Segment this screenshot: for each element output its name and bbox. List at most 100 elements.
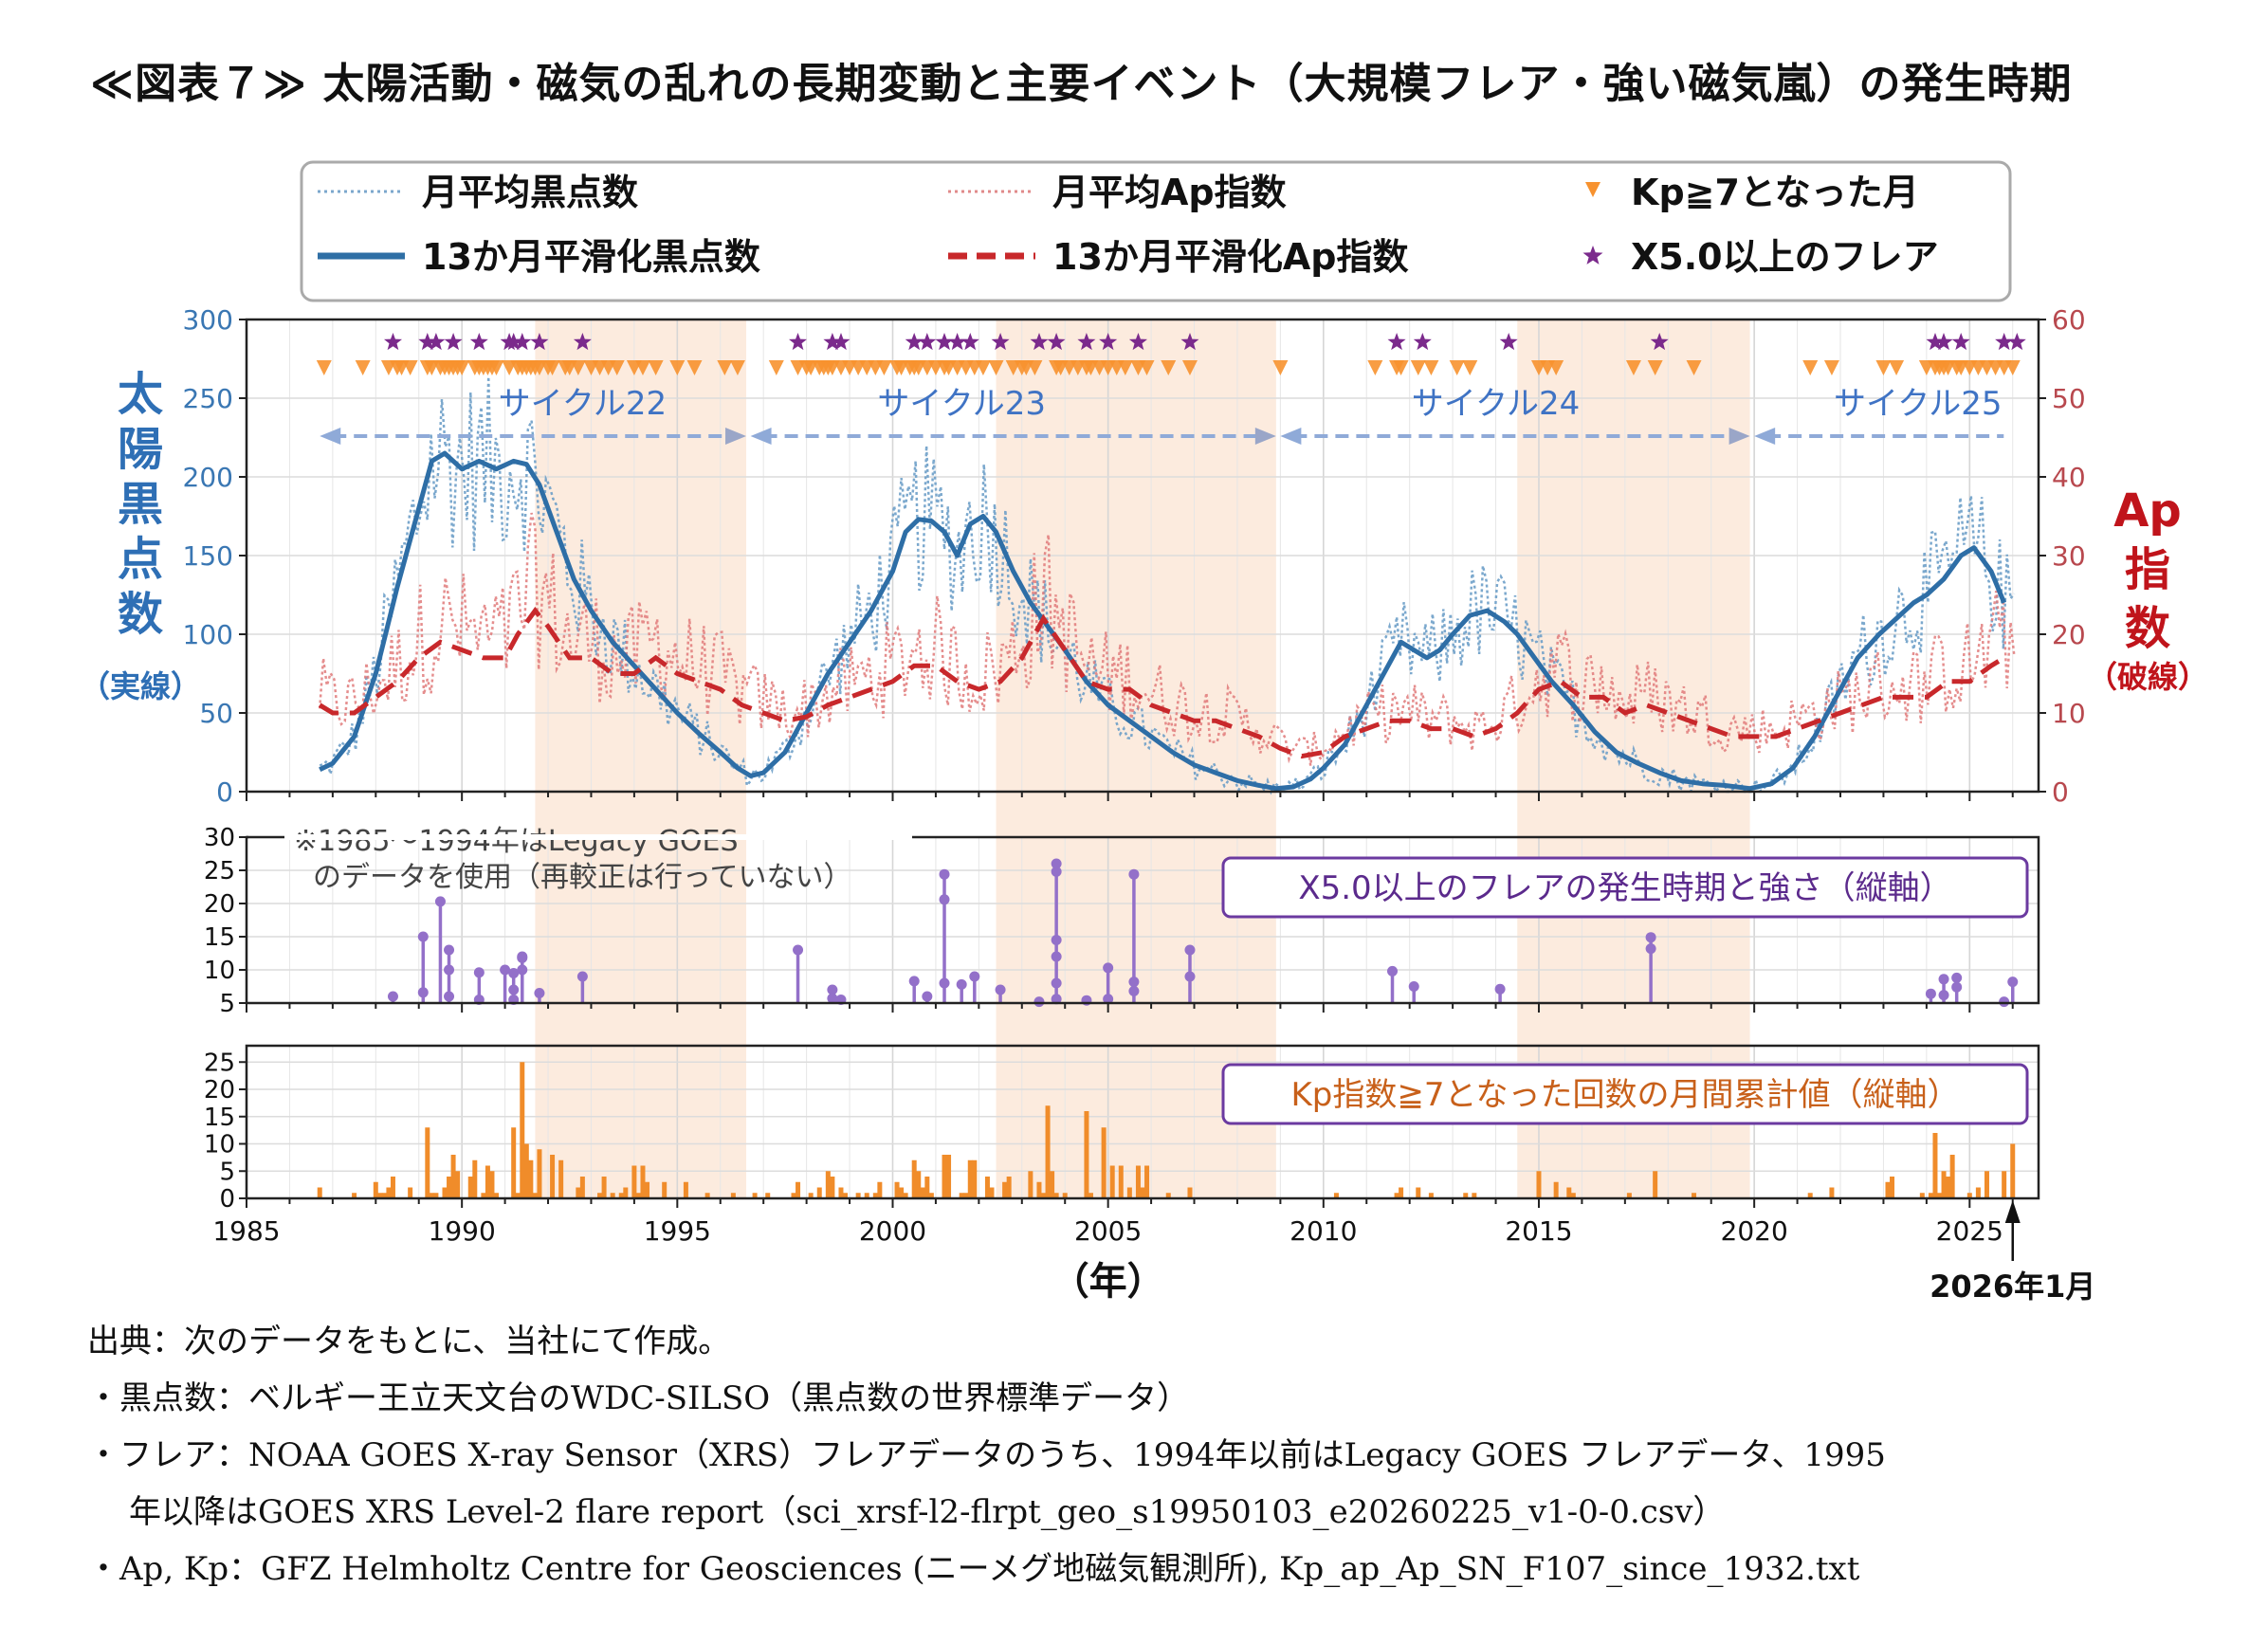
- kp-bar: [1045, 1105, 1051, 1198]
- x5-flare-marker: [1951, 333, 1970, 351]
- kp-bar: [838, 1187, 844, 1198]
- flare-y-tick-label: 10: [204, 957, 235, 985]
- kp-bar: [2002, 1171, 2007, 1198]
- kp-y-tick-label: 5: [219, 1158, 235, 1186]
- kp-y-tick-label: 20: [204, 1076, 235, 1104]
- legend-label: 月平均Ap指数: [1052, 172, 1287, 213]
- kp-bar: [946, 1155, 952, 1198]
- kp-bar: [1984, 1171, 1989, 1198]
- kp7-marker: [1686, 360, 1702, 375]
- kp-bar: [1126, 1187, 1132, 1198]
- kp-y-tick-label: 10: [204, 1131, 235, 1159]
- kp7-marker: [1449, 360, 1465, 375]
- kp-bar: [1975, 1187, 1981, 1198]
- kp-bar: [455, 1171, 461, 1198]
- right-axis-subtitle: （破線）: [2087, 659, 2208, 695]
- kp-bar: [1053, 1193, 1059, 1198]
- kp-panel: Kp指数≧7となった回数の月間累計値（縦軸）: [317, 1062, 2029, 1198]
- kp-bar: [1036, 1181, 1042, 1198]
- kp7-marker: [1802, 360, 1819, 375]
- kp-bar: [1101, 1127, 1107, 1198]
- kp7-marker: [1161, 360, 1177, 375]
- y-tick-label-left: 100: [183, 619, 233, 650]
- flare-y-tick-label: 30: [204, 824, 235, 852]
- kp-bar: [972, 1159, 978, 1198]
- flare-note-line-1: ※1985～1994年はLegacy GOES: [294, 825, 739, 858]
- cycle-label: サイクル22: [499, 385, 668, 423]
- left-axis-title-char: 陽: [118, 423, 163, 476]
- smoothed-ap-line: [318, 607, 2005, 759]
- flare-panel-title: X5.0以上のフレアの発生時期と強さ（縦軸）: [1298, 869, 1951, 907]
- kp-bar: [1653, 1171, 1658, 1198]
- x5-flare-marker: [1030, 333, 1049, 351]
- x5-flare-marker: [1128, 333, 1147, 351]
- source-notes: 出典：次のデータをもとに、当社にて作成。 ・黒点数：ベルギー王立天文台のWDC-…: [87, 1313, 1886, 1597]
- x5-flare-marker: [991, 333, 1010, 351]
- flare-point: [517, 964, 528, 976]
- kp-bar: [1088, 1193, 1093, 1198]
- x5-flare-marker: [418, 333, 437, 351]
- kp-bar: [381, 1193, 387, 1198]
- kp-bar: [877, 1181, 883, 1198]
- kp-bar: [864, 1193, 869, 1198]
- kp-bar: [1566, 1187, 1572, 1198]
- flare-point: [2007, 977, 2019, 988]
- source-item: ・フレア：NOAA GOES X-ray Sensor（XRS）フレアデータのう…: [87, 1436, 1886, 1474]
- x5-flare-marker: [1499, 333, 1518, 351]
- flare-point: [1128, 977, 1140, 988]
- y-tick-label-left: 0: [216, 776, 233, 808]
- x5-flare-marker: [960, 333, 979, 351]
- source-item: 年以降はGOES XRS Level-2 flare report（sci_xr…: [129, 1493, 1726, 1531]
- kp-bar: [1002, 1181, 1008, 1198]
- kp-bar: [899, 1187, 905, 1198]
- flare-point: [793, 944, 804, 956]
- x5-flare-marker: [384, 333, 402, 351]
- kp-bar: [317, 1187, 322, 1198]
- flare-point: [508, 984, 520, 995]
- cycle-arrow-head-left: [1754, 428, 1776, 445]
- kp7-marker: [975, 360, 991, 375]
- kp-bar: [1890, 1177, 1895, 1198]
- x5-flare-marker: [573, 333, 592, 351]
- left-axis-subtitle: （実線）: [80, 668, 201, 704]
- x-tick-label: 1985: [212, 1215, 280, 1247]
- flare-point: [1645, 932, 1656, 943]
- kp-bar: [467, 1177, 473, 1198]
- kp7-marker: [729, 360, 745, 375]
- flare-point: [434, 896, 446, 907]
- kp-bar: [2010, 1143, 2016, 1198]
- kp-bar: [485, 1165, 490, 1198]
- x-tick-label: 2005: [1074, 1215, 1142, 1247]
- kp-bar: [704, 1193, 710, 1198]
- kp-bar: [520, 1062, 525, 1198]
- x5-flare-marker: [469, 333, 488, 351]
- kp-bar: [1937, 1193, 1943, 1198]
- source-line: 出典：次のデータをもとに、当社にて作成。: [87, 1323, 731, 1360]
- flare-point: [939, 894, 950, 905]
- flare-point: [969, 971, 980, 982]
- legend-label: X5.0以上のフレア: [1631, 236, 1939, 278]
- left-axis-title-char: 太: [118, 368, 163, 421]
- kp-bar: [1041, 1193, 1047, 1198]
- flare-point: [1051, 951, 1062, 962]
- flare-point: [1938, 990, 1949, 1001]
- y-tick-label-right: 40: [2052, 462, 2086, 493]
- flare-point: [827, 984, 838, 995]
- flare-point: [500, 964, 511, 976]
- left-axis-title-char: 黒: [118, 478, 163, 531]
- y-tick-label-right: 20: [2052, 619, 2086, 650]
- kp-bar: [1885, 1181, 1891, 1198]
- kp-bar: [481, 1193, 486, 1198]
- kp7-marker: [634, 360, 650, 375]
- kp-bar: [825, 1171, 831, 1198]
- kp-bar: [924, 1177, 930, 1198]
- kp-bar: [390, 1177, 395, 1198]
- flare-point: [387, 991, 398, 1002]
- kp7-marker: [1410, 360, 1426, 375]
- y-tick-label-left: 300: [183, 304, 233, 336]
- flare-point: [444, 944, 455, 956]
- flare-y-tick-label: 5: [219, 990, 235, 1018]
- kp7-marker: [570, 360, 586, 375]
- kp7-marker: [1367, 360, 1383, 375]
- flare-point: [508, 968, 520, 978]
